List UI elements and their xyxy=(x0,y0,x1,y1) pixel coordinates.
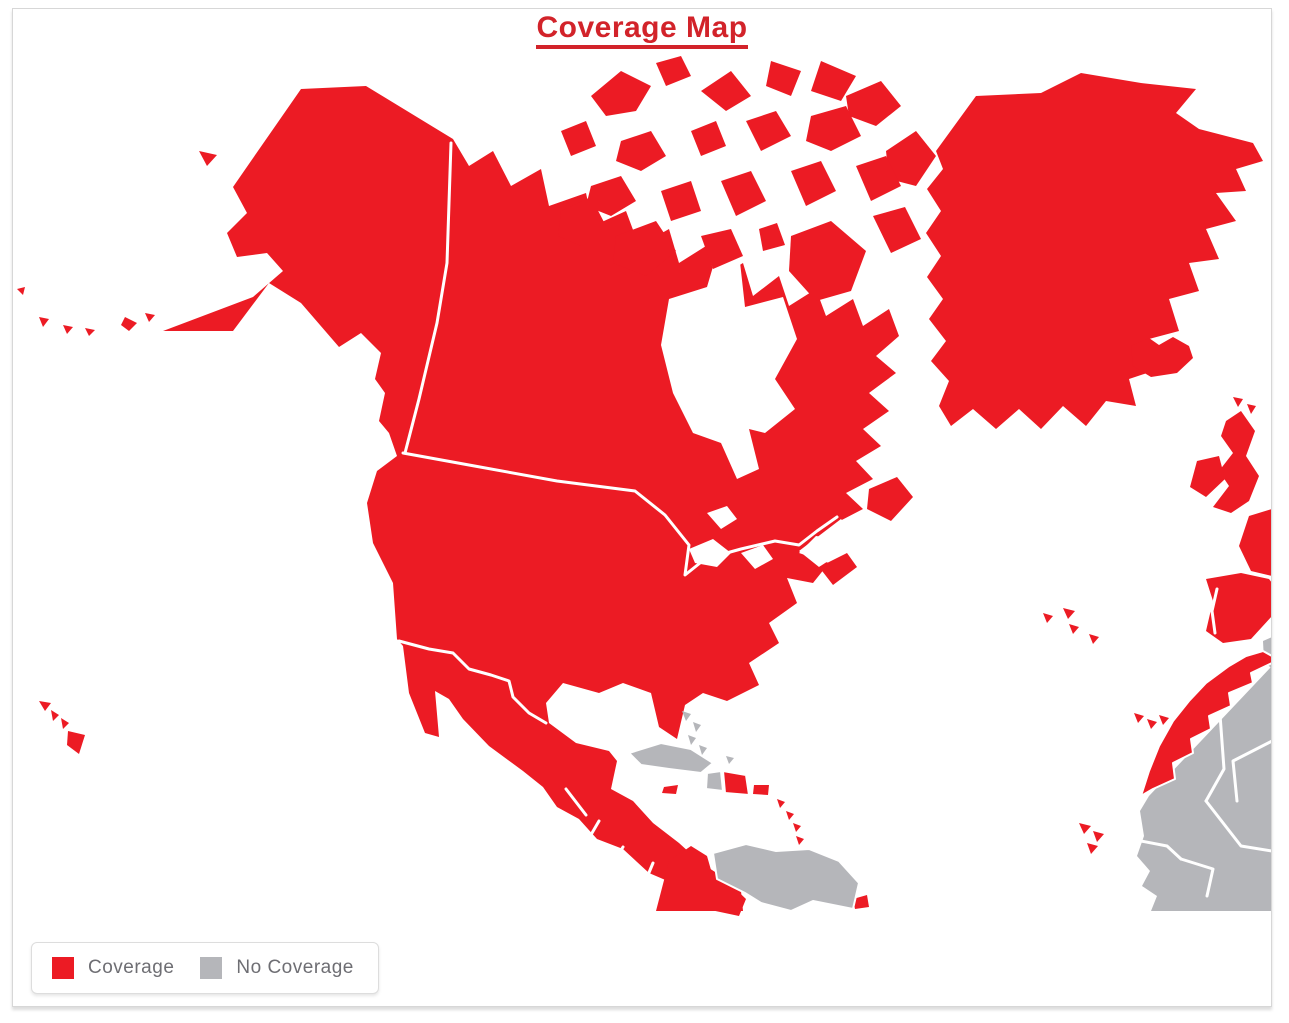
border-central-america-4 xyxy=(641,861,655,889)
region-aleutian-islands xyxy=(17,151,217,336)
border-usa-mexico xyxy=(397,639,548,725)
no-coverage-swatch-icon xyxy=(200,957,223,979)
border-africa-5 xyxy=(1139,839,1183,861)
region-north-america-mainland xyxy=(163,86,899,916)
coverage-swatch-icon xyxy=(52,957,74,979)
region-hawaii xyxy=(39,701,85,754)
region-bahamas xyxy=(682,711,734,764)
region-dominican-republic xyxy=(722,770,750,796)
legend-no-coverage-label: No Coverage xyxy=(236,957,354,978)
border-portugal-spain xyxy=(1210,587,1219,635)
great-lake-1 xyxy=(689,539,731,567)
border-central-america-1 xyxy=(564,787,588,817)
border-africa-3 xyxy=(1204,799,1271,853)
border-africa-4 xyxy=(1179,857,1215,898)
legend-item-coverage: Coverage xyxy=(52,957,174,979)
border-central-america-3 xyxy=(607,845,625,871)
region-morocco-western-sahara xyxy=(1140,650,1271,797)
region-canary-islands xyxy=(1134,713,1169,729)
region-newfoundland xyxy=(867,477,913,521)
border-africa-2 xyxy=(1231,739,1271,803)
border-alaska-canada xyxy=(403,141,453,455)
legend-item-no-coverage: No Coverage xyxy=(200,957,353,979)
region-united-kingdom xyxy=(1213,397,1259,513)
region-trinidad xyxy=(853,895,869,909)
region-haiti xyxy=(705,770,724,792)
great-lake-2 xyxy=(741,545,773,569)
legend-coverage-label: Coverage xyxy=(88,957,175,978)
region-greenland xyxy=(926,73,1263,429)
hudson-bay xyxy=(661,253,797,479)
region-jamaica xyxy=(662,785,678,794)
region-iberia xyxy=(1206,573,1271,643)
coverage-map-card: Coverage Map xyxy=(12,8,1272,1007)
region-cuba xyxy=(628,742,714,774)
border-africa-1 xyxy=(1204,699,1226,803)
region-iceland xyxy=(1131,337,1193,377)
gulf-of-st-lawrence xyxy=(799,519,859,567)
region-cape-verde xyxy=(1079,823,1104,854)
region-ireland xyxy=(1190,456,1225,497)
region-colombia xyxy=(656,846,743,911)
border-canada-usa xyxy=(401,451,839,577)
legend: Coverage No Coverage xyxy=(31,942,379,994)
region-france-edge xyxy=(1239,509,1271,576)
region-puerto-rico xyxy=(753,785,769,795)
region-arctic-islands xyxy=(558,56,936,301)
region-venezuela-guianas xyxy=(712,843,860,912)
coverage-map-svg xyxy=(17,56,1271,916)
border-central-america-2 xyxy=(583,819,601,847)
region-azores xyxy=(1043,608,1099,644)
great-lake-3 xyxy=(707,506,737,529)
region-nova-scotia xyxy=(819,553,857,585)
